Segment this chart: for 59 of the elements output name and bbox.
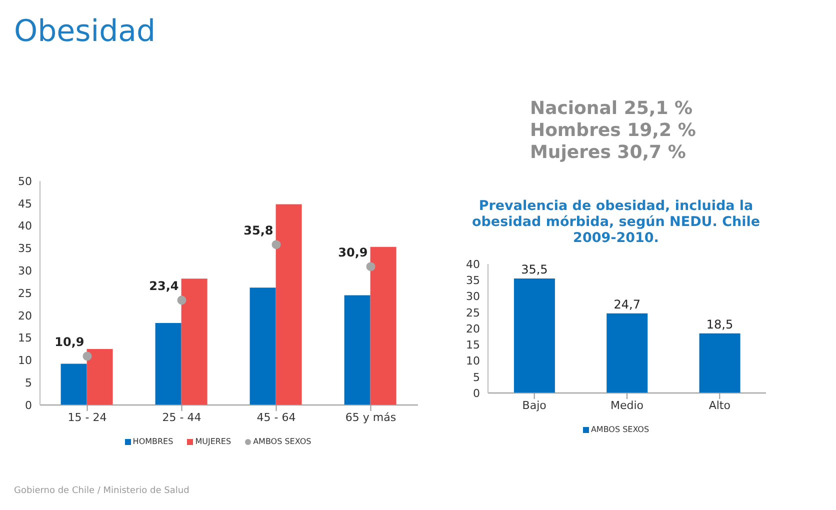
x-tick-label: 15 - 24 bbox=[68, 410, 107, 424]
bar bbox=[514, 278, 555, 393]
y-tick-label: 25 bbox=[466, 306, 480, 320]
y-tick-label: 50 bbox=[18, 174, 32, 188]
data-label: 30,9 bbox=[338, 246, 368, 260]
chart-title: Prevalencia de obesidad, incluida la obesidad mórbida, según NEDU. Chile 2009-2010. bbox=[470, 198, 761, 246]
x-tick-label: Alto bbox=[708, 398, 731, 412]
y-tick-label: 40 bbox=[18, 220, 32, 233]
data-label: 10,9 bbox=[54, 335, 84, 350]
data-label: 23,4 bbox=[149, 279, 179, 294]
text: Hombres 19,2 % bbox=[530, 120, 696, 142]
y-tick-label: 25 bbox=[18, 286, 32, 300]
data-label: 18,5 bbox=[706, 317, 734, 332]
y-tick-label: 45 bbox=[18, 197, 32, 210]
data-label: 35,8 bbox=[244, 224, 274, 238]
text: Mujeres 30,7 % bbox=[530, 142, 687, 164]
legend-label: AMBOS SEXOS bbox=[252, 437, 312, 446]
bar bbox=[344, 295, 370, 405]
point bbox=[177, 296, 186, 305]
y-tick-label: 15 bbox=[18, 332, 32, 345]
y-tick-label: 20 bbox=[18, 309, 32, 322]
y-tick-label: 35 bbox=[466, 274, 480, 288]
y-tick-label: 35 bbox=[18, 242, 32, 256]
text: Nacional 25,1 % bbox=[530, 98, 694, 120]
y-tick-label: 5 bbox=[473, 370, 480, 384]
bar bbox=[276, 204, 302, 405]
y-tick-label: 10 bbox=[18, 354, 32, 368]
y-tick-label: 5 bbox=[25, 376, 32, 390]
y-tick-label: 10 bbox=[466, 354, 480, 368]
x-tick-label: 25 - 44 bbox=[162, 410, 202, 424]
bar bbox=[155, 323, 182, 405]
y-tick-label: 0 bbox=[25, 398, 32, 412]
x-tick-label: Medio bbox=[610, 398, 644, 412]
bar bbox=[181, 278, 208, 405]
y-tick-label: 20 bbox=[466, 322, 480, 336]
bar bbox=[60, 364, 87, 405]
y-tick-label: 30 bbox=[18, 264, 32, 278]
point bbox=[272, 240, 281, 250]
y-tick-label: 30 bbox=[466, 290, 480, 304]
data-label: 24,7 bbox=[614, 297, 640, 312]
y-tick-label: 40 bbox=[466, 258, 480, 271]
text: Gobierno de Chile / Ministerio de Salud bbox=[14, 486, 190, 496]
point bbox=[82, 352, 92, 361]
y-tick-label: 0 bbox=[473, 386, 480, 400]
point bbox=[366, 262, 376, 272]
legend-label: HOMBRES bbox=[132, 437, 174, 446]
bar bbox=[370, 246, 396, 405]
y-tick-label: 15 bbox=[466, 338, 480, 352]
bar bbox=[86, 349, 113, 405]
bar bbox=[250, 288, 276, 405]
chart-title: Obesidad bbox=[14, 14, 156, 49]
x-tick-label: 65 y más bbox=[345, 410, 396, 424]
data-label: 35,5 bbox=[521, 262, 548, 277]
legend-label: MUJERES bbox=[194, 437, 232, 446]
bar bbox=[699, 333, 740, 393]
bar bbox=[606, 313, 648, 393]
x-tick-label: 45 - 64 bbox=[256, 410, 296, 424]
x-tick-label: Bajo bbox=[522, 398, 547, 412]
legend-label: AMBOS SEXOS bbox=[590, 425, 650, 434]
